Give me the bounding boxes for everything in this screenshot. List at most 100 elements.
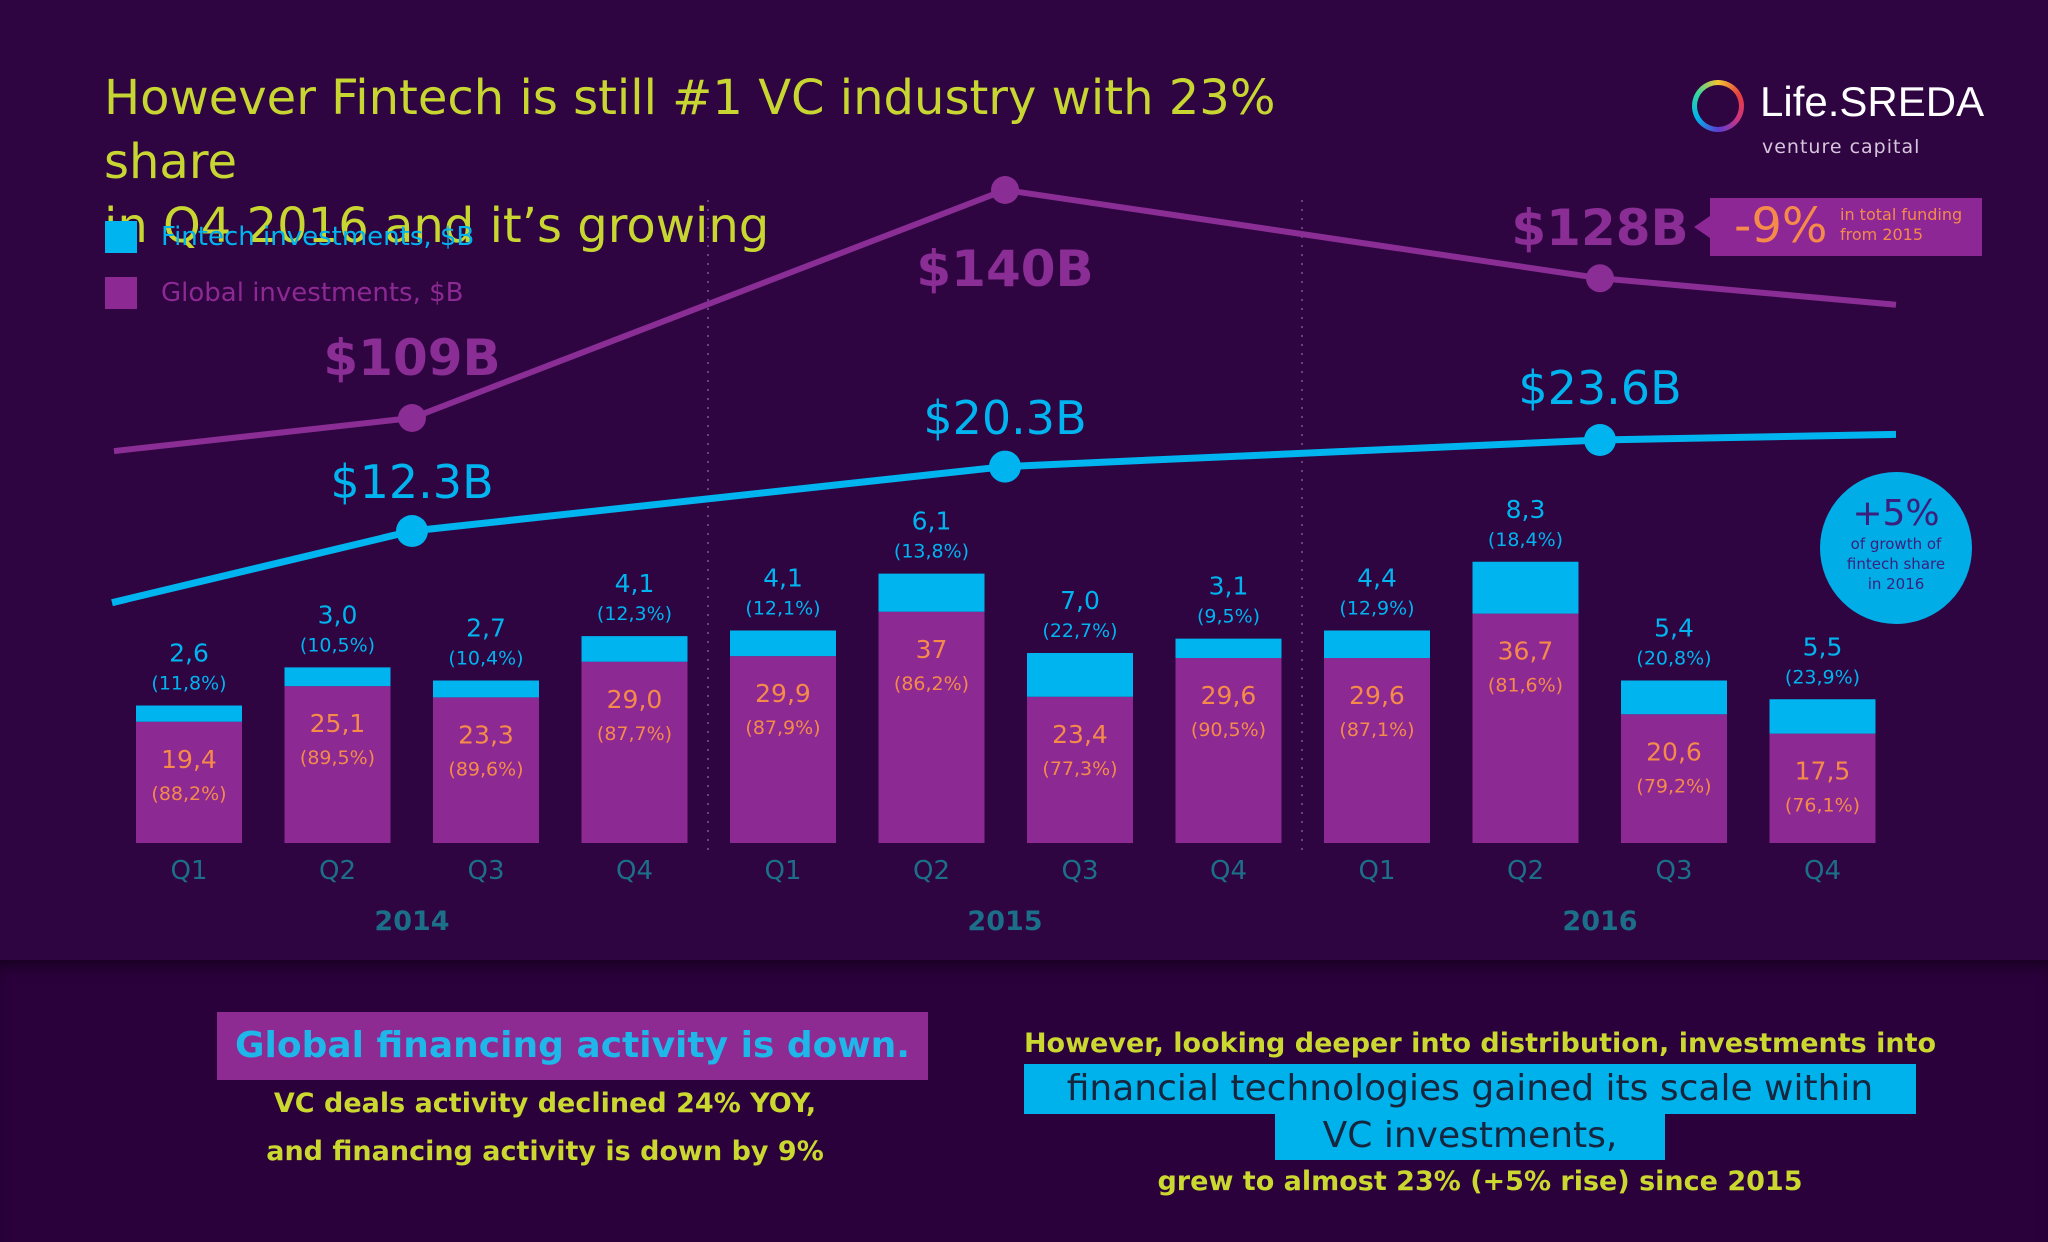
quarter-tick-label-3: Q3 xyxy=(467,856,504,886)
global-2015-callout: $140B xyxy=(916,240,1093,298)
fintech-2014-callout: $12.3B xyxy=(330,455,493,509)
fintech-bar-5 xyxy=(730,630,836,657)
summary-left-headline: Global financing activity is down. xyxy=(217,1012,928,1080)
fintech-share-label-2: (10,5%) xyxy=(300,634,375,656)
global-2016-callout: $128B xyxy=(1511,199,1688,257)
fintech-share-label-1: (11,8%) xyxy=(151,673,226,695)
global-value-label-4: 29,0 xyxy=(607,685,663,714)
global-bar-10 xyxy=(1472,613,1579,843)
global-2014-callout: $109B xyxy=(323,329,500,387)
fintech-share-label-9: (12,9%) xyxy=(1339,598,1414,620)
global-bar-11 xyxy=(1621,714,1727,843)
fintech-bar-10 xyxy=(1472,561,1579,614)
global-share-label-12: (76,1%) xyxy=(1785,795,1860,817)
logo-ring-icon xyxy=(1692,80,1744,132)
x-axis: Q1 Q2 Q3 Q4 Q1 Q2 Q3 Q4 Q1 Q2 Q3 Q4 2014 2015 2016 xyxy=(170,856,1841,937)
global-bar-7 xyxy=(1027,696,1133,843)
brand-logo: Life.SREDA venture capital xyxy=(1692,78,1992,160)
fintech-share-label-4: (12,3%) xyxy=(597,603,672,625)
fintech-point-2016 xyxy=(1584,424,1616,456)
fintech-value-label-4: 4,1 xyxy=(615,569,655,598)
logo-name-prefix: Life. xyxy=(1760,78,1840,125)
global-bar-5 xyxy=(730,656,836,843)
global-bar-8 xyxy=(1175,658,1282,843)
global-value-label-5: 29,9 xyxy=(755,679,811,708)
fintech-value-label-8: 3,1 xyxy=(1209,572,1249,601)
fintech-bar-9 xyxy=(1324,630,1430,658)
global-share-label-5: (87,9%) xyxy=(745,717,820,739)
global-value-label-6: 37 xyxy=(916,635,948,664)
global-share-label-2: (89,5%) xyxy=(300,747,375,769)
summary-right-outro: grew to almost 23% (+5% rise) since 2015 xyxy=(1157,1166,1803,1197)
growth-badge-value: +5% xyxy=(1852,493,1940,534)
logo-subtitle: venture capital xyxy=(1762,136,1921,158)
quarter-tick-label-4: Q4 xyxy=(616,856,653,886)
funding-change-value: -9% xyxy=(1734,198,1828,254)
global-value-label-9: 29,6 xyxy=(1349,681,1405,710)
quarter-tick-label-7: Q3 xyxy=(1061,856,1098,886)
fintech-bar-8 xyxy=(1175,638,1282,658)
logo-name-main: SREDA xyxy=(1839,78,1985,125)
summary-left-body: VC deals activity declined 24% YOY, and … xyxy=(200,1080,890,1176)
summary-right-highlight-1: financial technologies gained its scale … xyxy=(1024,1064,1916,1114)
fintech-point-2015 xyxy=(989,450,1021,483)
global-bar-2 xyxy=(284,686,391,843)
global-value-label-2: 25,1 xyxy=(310,709,366,738)
fintech-bar-12 xyxy=(1769,699,1876,734)
global-bar-12 xyxy=(1769,733,1876,843)
fintech-value-label-12: 5,5 xyxy=(1803,632,1843,661)
fintech-bar-7 xyxy=(1027,653,1133,697)
summary-right-highlight-2: VC investments, xyxy=(1275,1112,1665,1160)
funding-note-arrow xyxy=(1694,216,1710,238)
fintech-bar-11 xyxy=(1621,680,1727,715)
year-label-2014: 2014 xyxy=(374,906,449,937)
quarter-tick-label-5: Q1 xyxy=(764,856,801,886)
global-point-2014 xyxy=(398,404,426,432)
quarter-tick-label-6: Q2 xyxy=(913,856,950,886)
global-share-label-1: (88,2%) xyxy=(151,783,226,805)
fintech-share-label-7: (22,7%) xyxy=(1042,620,1117,642)
global-bar-3 xyxy=(433,697,539,843)
fintech-value-label-2: 3,0 xyxy=(318,600,358,629)
global-share-label-7: (77,3%) xyxy=(1042,758,1117,780)
quarter-tick-label-10: Q2 xyxy=(1507,856,1544,886)
fintech-value-label-9: 4,4 xyxy=(1357,564,1397,593)
fintech-value-label-3: 2,7 xyxy=(466,614,506,643)
fintech-value-label-5: 4,1 xyxy=(763,564,803,593)
growth-badge: +5% of growth of fintech share in 2016 xyxy=(1820,472,1972,624)
global-share-label-11: (79,2%) xyxy=(1636,775,1711,797)
global-value-label-10: 36,7 xyxy=(1498,637,1554,666)
quarter-tick-label-8: Q4 xyxy=(1210,856,1247,886)
global-value-label-12: 17,5 xyxy=(1795,757,1851,786)
fintech-bar-3 xyxy=(433,680,539,698)
fintech-2015-callout: $20.3B xyxy=(923,391,1086,445)
global-value-label-7: 23,4 xyxy=(1052,720,1108,749)
fintech-value-label-1: 2,6 xyxy=(169,639,209,668)
logo-name: Life.SREDA xyxy=(1760,78,1984,126)
global-share-label-8: (90,5%) xyxy=(1191,719,1266,741)
growth-badge-text: of growth of fintech share in 2016 xyxy=(1846,535,1946,593)
year-label-2015: 2015 xyxy=(967,906,1042,937)
fintech-share-label-11: (20,8%) xyxy=(1636,648,1711,670)
global-value-label-3: 23,3 xyxy=(458,720,514,749)
global-bar-1 xyxy=(136,721,242,843)
fintech-bar-4 xyxy=(581,636,688,662)
global-share-label-4: (87,7%) xyxy=(597,723,672,745)
legend-label-fintech: Fintech investments, $B xyxy=(161,222,475,252)
fintech-value-label-7: 7,0 xyxy=(1060,586,1100,615)
fintech-share-label-10: (18,4%) xyxy=(1488,529,1563,551)
fintech-bar-6 xyxy=(878,573,985,612)
quarter-tick-label-9: Q1 xyxy=(1358,856,1395,886)
quarter-tick-label-11: Q3 xyxy=(1655,856,1692,886)
global-bar-4 xyxy=(581,661,688,843)
global-point-2015 xyxy=(991,176,1019,204)
summary-left-line-1: VC deals activity declined 24% YOY, xyxy=(273,1088,817,1119)
summary-right-intro: However, looking deeper into distributio… xyxy=(1023,1028,1937,1059)
global-point-2016 xyxy=(1586,264,1614,293)
annual-lines-group xyxy=(111,176,1897,607)
fintech-share-label-5: (12,1%) xyxy=(745,598,820,620)
quarter-tick-label-1: Q1 xyxy=(170,856,207,886)
chart-title: However Fintech is still #1 VC industry … xyxy=(104,66,1404,258)
title-line-2: in Q4 2016 and it’s growing xyxy=(104,198,770,254)
funding-note-box xyxy=(1710,198,1982,256)
